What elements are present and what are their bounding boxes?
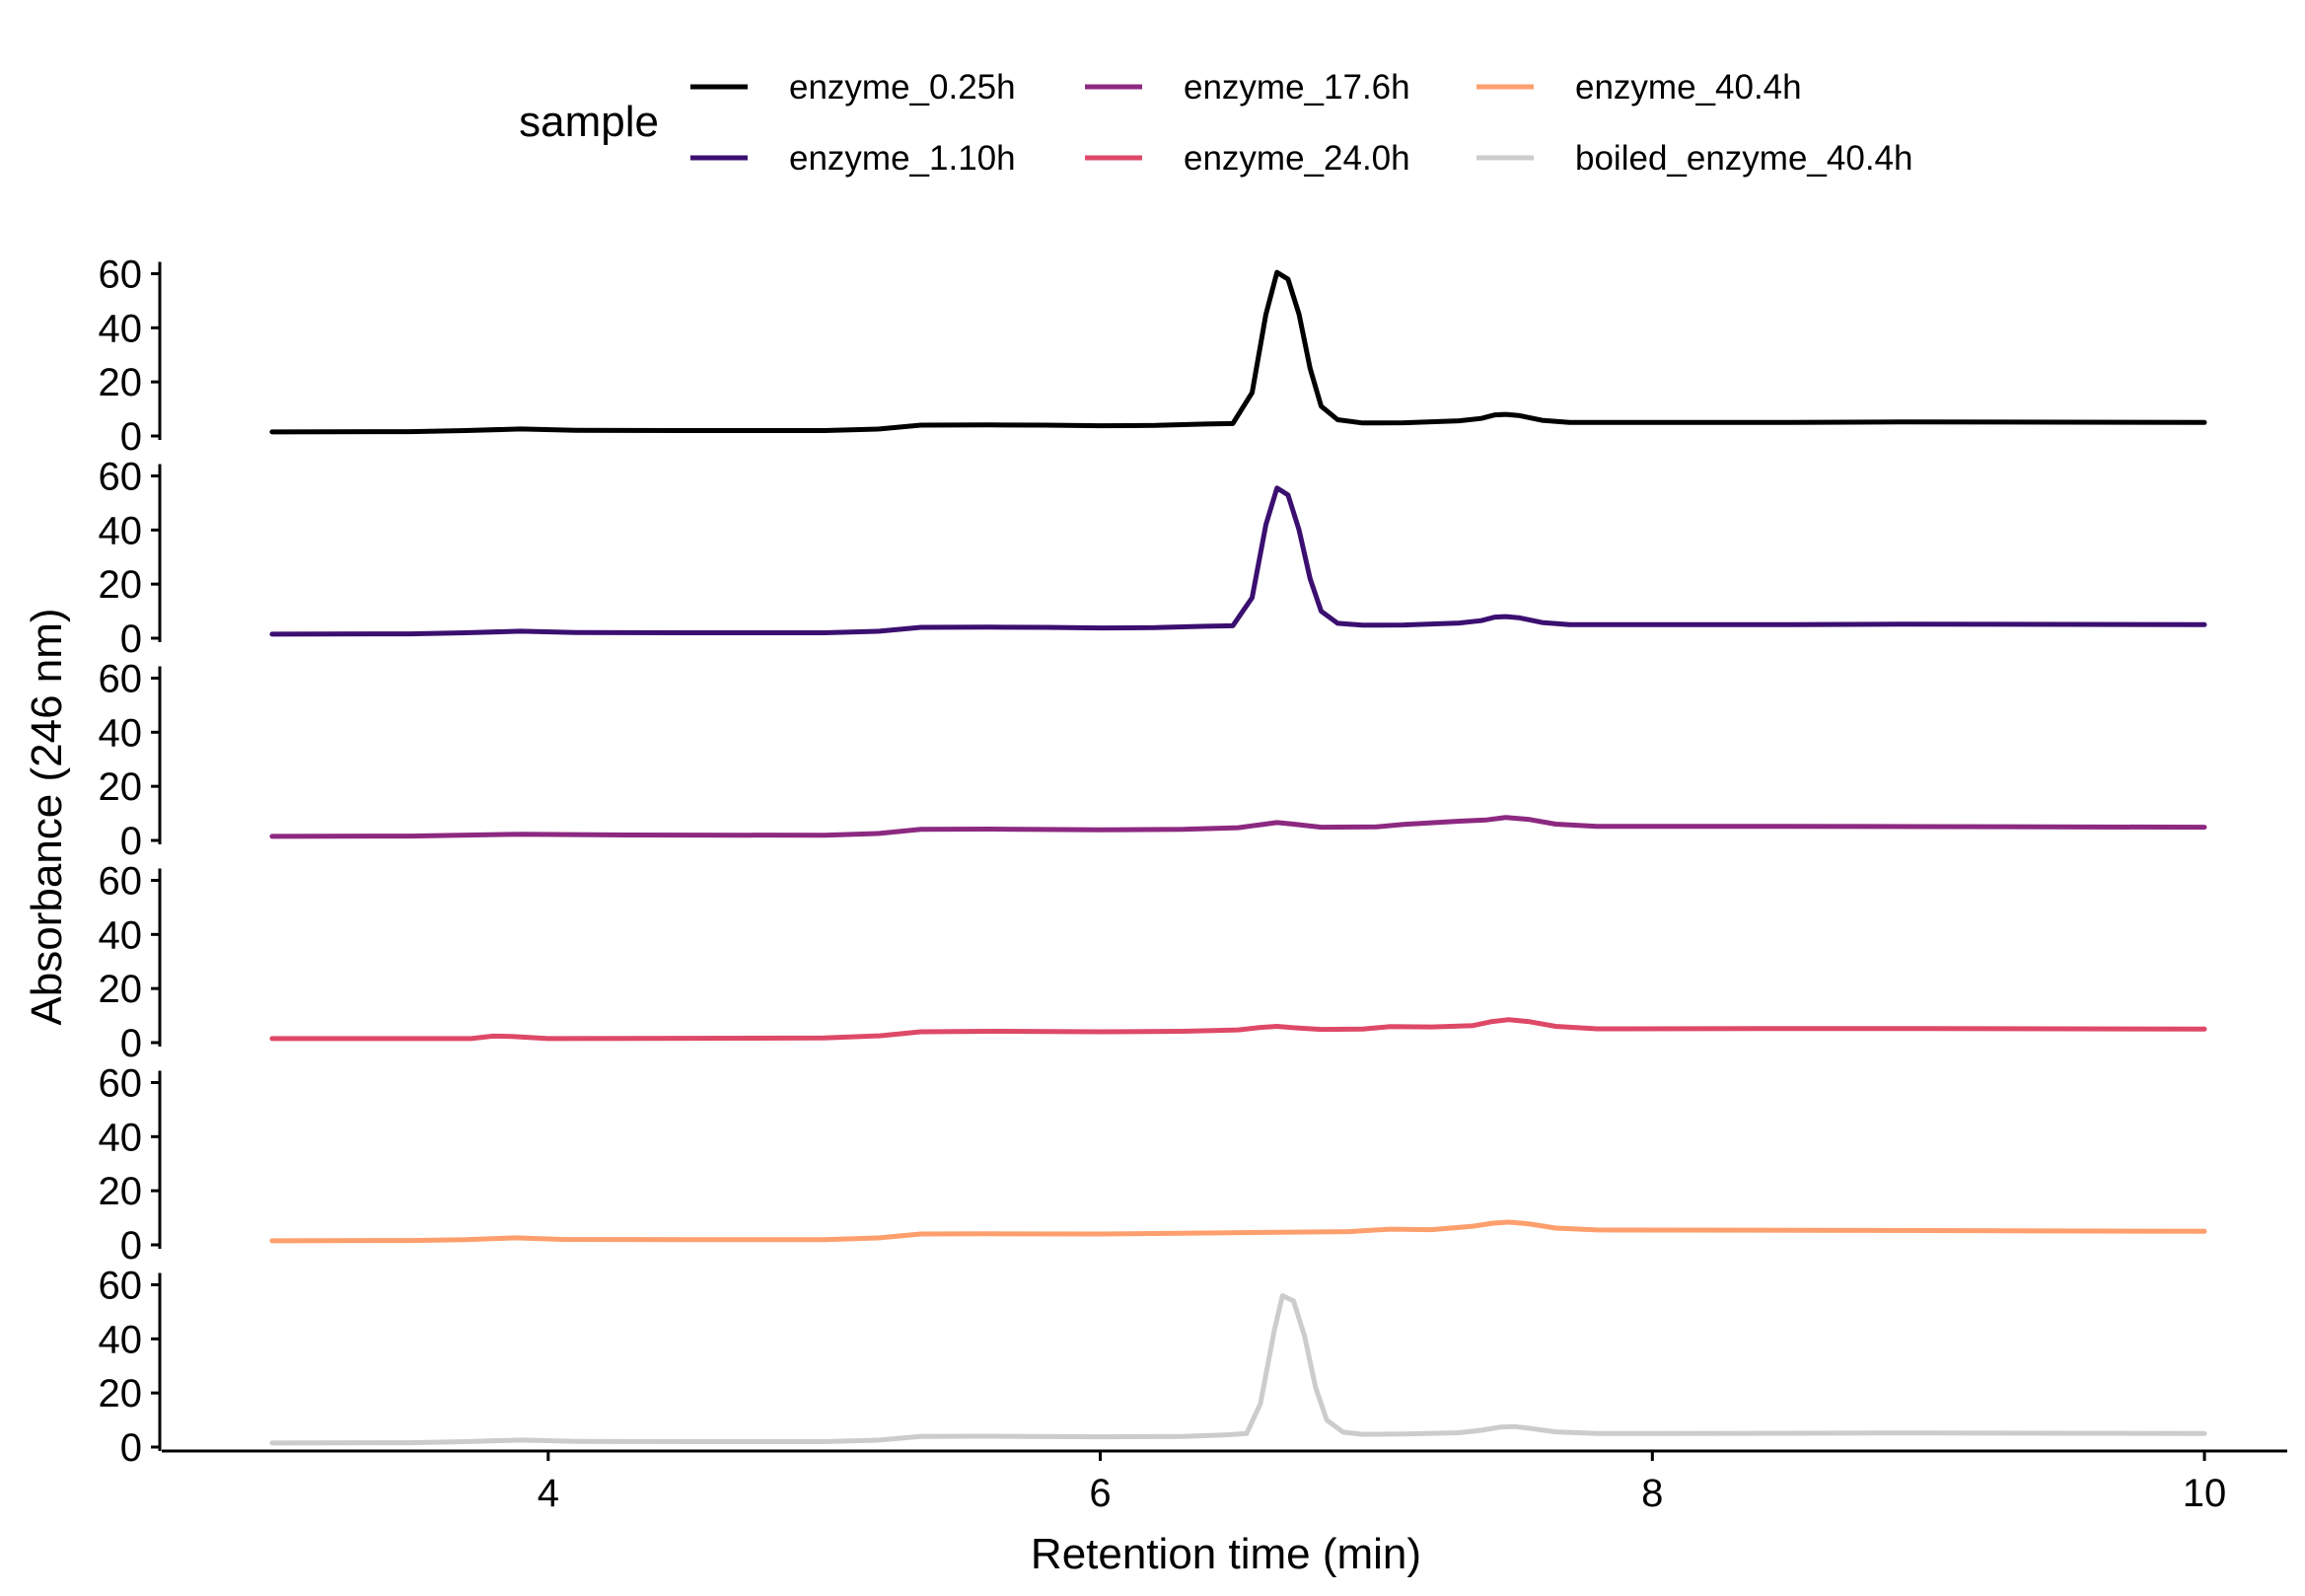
legend: sample enzyme_0.25h enzyme_1.10h enzyme_17… bbox=[519, 68, 1912, 178]
panel-enzyme_0.25h: 0 20 40 60 bbox=[99, 253, 2207, 459]
legend-label-enzyme_1.10h: enzyme_1.10h bbox=[789, 139, 1016, 178]
y-tick-label: 20 bbox=[99, 563, 143, 607]
y-tick-label: 40 bbox=[99, 307, 143, 350]
series-line-enzyme_1.10h bbox=[269, 485, 2207, 637]
y-axis-title: Absorbance (246 nm) bbox=[23, 608, 71, 1025]
legend-label-enzyme_17.6h: enzyme_17.6h bbox=[1184, 68, 1410, 107]
y-tick-label: 0 bbox=[120, 1224, 142, 1268]
y-tick-label: 0 bbox=[120, 1426, 142, 1470]
legend-label-boiled_enzyme_40.4h: boiled_enzyme_40.4h bbox=[1575, 139, 1912, 178]
y-tick-label: 0 bbox=[120, 415, 142, 459]
x-axis-title: Retention time (min) bbox=[1031, 1530, 1421, 1578]
y-tick-label: 40 bbox=[99, 1116, 143, 1159]
y-tick-label: 60 bbox=[99, 1264, 143, 1307]
y-tick-label: 60 bbox=[99, 455, 143, 498]
y-tick-label: 40 bbox=[99, 509, 143, 552]
y-tick-label: 20 bbox=[99, 1170, 143, 1213]
y-tick-label: 20 bbox=[99, 1372, 143, 1415]
legend-label-enzyme_0.25h: enzyme_0.25h bbox=[789, 68, 1016, 107]
panel-boiled_enzyme_40.4h: 0 20 40 60 bbox=[99, 1264, 2207, 1470]
legend-title: sample bbox=[519, 98, 659, 146]
y-tick-label: 60 bbox=[99, 1061, 143, 1105]
y-tick-label: 0 bbox=[120, 1022, 142, 1065]
x-tick-label: 4 bbox=[538, 1472, 559, 1515]
panel-enzyme_24.0h: 0 20 40 60 bbox=[99, 859, 2207, 1065]
y-tick-label: 20 bbox=[99, 361, 143, 404]
panel-enzyme_40.4h: 0 20 40 60 bbox=[99, 1061, 2207, 1268]
legend-label-enzyme_24.0h: enzyme_24.0h bbox=[1184, 139, 1410, 178]
panels: 0204060020406002040600204060020406002040… bbox=[99, 253, 2207, 1470]
y-tick-label: 40 bbox=[99, 913, 143, 957]
y-tick-label: 0 bbox=[120, 820, 142, 863]
y-tick-label: 20 bbox=[99, 968, 143, 1011]
series-line-enzyme_0.25h bbox=[269, 269, 2207, 435]
series-line-enzyme_24.0h bbox=[269, 1017, 2207, 1042]
series-line-boiled_enzyme_40.4h bbox=[269, 1293, 2207, 1446]
y-tick-label: 20 bbox=[99, 765, 143, 809]
x-tick-label: 8 bbox=[1641, 1472, 1663, 1515]
y-tick-label: 40 bbox=[99, 711, 143, 755]
panel-enzyme_1.10h: 0 20 40 60 bbox=[99, 455, 2207, 661]
y-tick-label: 40 bbox=[99, 1318, 143, 1361]
y-tick-label: 60 bbox=[99, 253, 143, 296]
x-axis: 4 6 8 10 bbox=[162, 1449, 2287, 1515]
y-tick-label: 0 bbox=[120, 617, 142, 661]
panel-enzyme_17.6h: 0 20 40 60 bbox=[99, 657, 2207, 863]
legend-label-enzyme_40.4h: enzyme_40.4h bbox=[1575, 68, 1802, 107]
x-tick-label: 10 bbox=[2183, 1472, 2227, 1515]
series-line-enzyme_40.4h bbox=[269, 1219, 2207, 1244]
y-tick-label: 60 bbox=[99, 657, 143, 700]
x-tick-label: 6 bbox=[1089, 1472, 1111, 1515]
y-tick-label: 60 bbox=[99, 859, 143, 903]
series-line-enzyme_17.6h bbox=[269, 815, 2207, 839]
